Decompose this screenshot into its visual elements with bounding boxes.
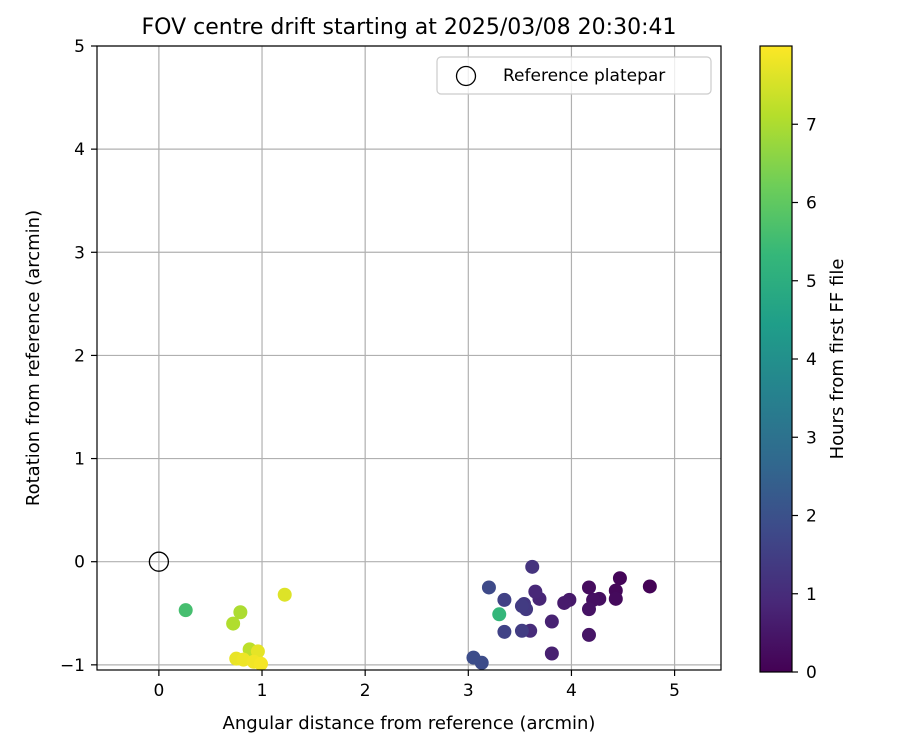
colorbar-tick-label: 0 <box>806 663 817 683</box>
grid-lines <box>97 45 721 670</box>
data-point <box>277 587 292 602</box>
data-point <box>581 580 596 595</box>
chart-title: FOV centre drift starting at 2025/03/08 … <box>142 15 677 40</box>
y-tick-label: 5 <box>74 37 85 57</box>
data-point <box>492 607 507 622</box>
colorbar-ticks: 0 1 2 3 4 5 6 7 <box>792 115 817 683</box>
colorbar-tick-label: 5 <box>806 272 817 292</box>
colorbar-tick-label: 3 <box>806 428 817 448</box>
y-tick-label: 0 <box>74 553 85 573</box>
data-point <box>514 623 529 638</box>
data-points <box>148 551 657 671</box>
y-tick-label: 2 <box>74 346 85 366</box>
colorbar-label: Hours from first FF file <box>827 259 848 460</box>
data-point <box>497 624 512 639</box>
x-tick-label: 3 <box>463 681 474 701</box>
data-point <box>233 605 248 620</box>
data-point <box>514 599 529 614</box>
x-tick-label: 1 <box>257 681 268 701</box>
data-point <box>544 646 559 661</box>
colorbar-tick-label: 7 <box>806 115 817 135</box>
data-point <box>466 650 481 665</box>
legend-reference-marker <box>455 65 477 87</box>
colorbar: 0 1 2 3 4 5 6 7 Hours from first FF file <box>759 45 848 683</box>
data-point <box>226 616 241 631</box>
colorbar-tick-label: 6 <box>806 194 817 214</box>
data-point <box>581 602 596 617</box>
data-point <box>642 579 657 594</box>
x-tick-label: 4 <box>566 681 577 701</box>
colorbar-gradient <box>760 46 792 672</box>
reference-platepar-marker <box>148 551 170 572</box>
legend: Reference platepar <box>436 56 712 95</box>
y-axis-label: Rotation from reference (arcmin) <box>23 210 44 506</box>
data-point <box>497 592 512 607</box>
y-axis-ticks: −1 0 1 2 3 4 5 <box>60 37 97 676</box>
data-point <box>525 559 540 574</box>
x-tick-label: 0 <box>153 681 164 701</box>
data-point <box>481 580 496 595</box>
legend-box <box>436 56 712 95</box>
data-point <box>608 591 623 606</box>
y-tick-label: 4 <box>74 140 85 160</box>
data-point <box>581 627 596 642</box>
data-point <box>178 603 193 618</box>
data-point <box>557 595 572 610</box>
x-axis-ticks: 0 1 2 3 4 5 <box>153 670 680 701</box>
colorbar-tick-label: 2 <box>806 507 817 527</box>
data-point <box>612 571 627 586</box>
data-point <box>544 614 559 629</box>
data-point <box>253 656 268 671</box>
x-axis-label: Angular distance from reference (arcmin) <box>223 713 596 734</box>
x-tick-label: 2 <box>360 681 371 701</box>
plot-frame <box>96 45 722 671</box>
colorbar-tick-label: 1 <box>806 585 817 605</box>
data-point <box>528 584 543 599</box>
legend-label: Reference platepar <box>503 66 665 86</box>
x-tick-label: 5 <box>669 681 680 701</box>
y-tick-label: −1 <box>60 656 85 676</box>
colorbar-tick-label: 4 <box>806 350 817 370</box>
y-tick-label: 3 <box>74 243 85 263</box>
y-tick-label: 1 <box>74 450 85 470</box>
